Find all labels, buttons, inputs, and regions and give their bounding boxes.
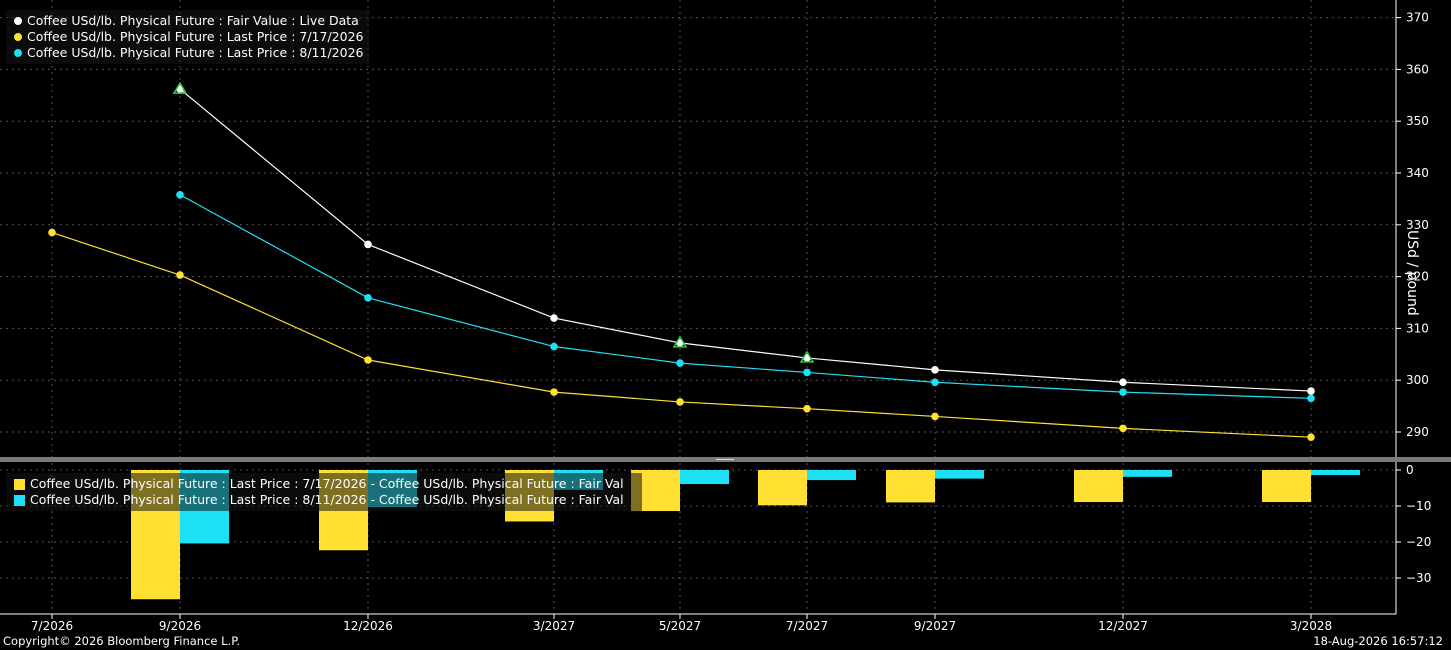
y-tick-label: 350 — [1406, 114, 1429, 128]
x-tick-label: 7/2027 — [786, 619, 828, 633]
legend-swatch — [14, 33, 22, 41]
series-line — [51, 232, 1312, 438]
data-point — [803, 404, 811, 413]
data-point — [364, 356, 372, 364]
data-point — [931, 378, 939, 387]
bar — [1262, 470, 1311, 503]
x-tick-label: 7/2026 — [31, 619, 73, 633]
x-tick-label: 3/2028 — [1290, 619, 1332, 633]
y-tick-label: 370 — [1406, 11, 1429, 25]
data-point — [550, 342, 558, 351]
y-tick-label: 330 — [1406, 218, 1429, 232]
bar — [1123, 470, 1172, 477]
bar — [680, 470, 729, 485]
data-point — [931, 412, 939, 421]
y-tick-label: −20 — [1406, 535, 1431, 549]
data-point — [48, 228, 56, 237]
x-tick-label: 9/2026 — [159, 619, 201, 633]
y-tick-label: 320 — [1406, 270, 1429, 284]
legend-label: Coffee USd/lb. Physical Future : Last Pr… — [27, 29, 364, 44]
y-tick-label: 300 — [1406, 373, 1429, 387]
data-point — [1119, 424, 1127, 433]
timestamp-text: 18-Aug-2026 16:57:12 — [1313, 634, 1443, 648]
data-point — [364, 294, 372, 302]
y-tick-label: 0 — [1406, 463, 1414, 477]
data-point — [1119, 388, 1127, 396]
legend-label: Coffee USd/lb. Physical Future : Fair Va… — [27, 13, 359, 28]
triangle-marker — [672, 335, 688, 348]
triangle-marker — [799, 350, 815, 363]
x-tick-label: 12/2026 — [343, 619, 393, 633]
y-tick-label: 310 — [1406, 321, 1429, 335]
legend-label: Coffee USd/lb. Physical Future : Last Pr… — [27, 45, 364, 60]
bar — [807, 470, 856, 481]
data-point — [176, 190, 184, 199]
x-tick-label: 12/2027 — [1098, 619, 1148, 633]
legend-item-diff-0811: Coffee USd/lb. Physical Future : Last Pr… — [14, 492, 642, 508]
data-point — [1119, 378, 1127, 387]
y-tick-label: 360 — [1406, 62, 1429, 76]
data-point — [1307, 433, 1315, 441]
legend-bottom: Coffee USd/lb. Physical Future : Last Pr… — [6, 473, 642, 511]
y-tick-label: −30 — [1406, 571, 1431, 585]
data-point — [364, 240, 372, 249]
y-tick-label: −10 — [1406, 499, 1431, 513]
data-point — [676, 359, 684, 367]
y-tick-label: 340 — [1406, 166, 1429, 180]
bar — [886, 470, 935, 503]
y-tick-label: 290 — [1406, 425, 1429, 439]
data-point — [176, 271, 184, 279]
legend-swatch — [14, 49, 22, 57]
triangle-marker — [172, 81, 188, 94]
data-point — [550, 314, 558, 322]
legend-item-fair-value: Coffee USd/lb. Physical Future : Fair Va… — [14, 13, 363, 29]
bar — [758, 470, 807, 506]
y-axis-label: USd / pound — [1404, 230, 1420, 316]
data-point — [550, 388, 558, 396]
data-point — [1307, 387, 1315, 395]
legend-swatch — [14, 494, 25, 506]
legend-top: Coffee USd/lb. Physical Future : Fair Va… — [6, 10, 370, 64]
x-tick-label: 3/2027 — [533, 619, 575, 633]
legend-label: Coffee USd/lb. Physical Future : Last Pr… — [30, 476, 624, 491]
copyright-text: Copyright© 2026 Bloomberg Finance L.P. — [3, 634, 240, 648]
legend-item-last-price-0717: Coffee USd/lb. Physical Future : Last Pr… — [14, 29, 363, 45]
bar — [935, 470, 984, 479]
data-point — [676, 398, 684, 406]
x-tick-label: 5/2027 — [659, 619, 701, 633]
data-point — [931, 366, 939, 374]
legend-swatch — [14, 17, 22, 25]
series-line — [179, 88, 1312, 392]
legend-item-last-price-0811: Coffee USd/lb. Physical Future : Last Pr… — [14, 45, 363, 61]
legend-swatch — [14, 478, 25, 490]
series-line — [179, 194, 1312, 399]
x-tick-label: 9/2027 — [914, 619, 956, 633]
data-point — [803, 368, 811, 377]
bar — [1311, 470, 1360, 476]
legend-item-diff-0717: Coffee USd/lb. Physical Future : Last Pr… — [14, 476, 642, 492]
data-point — [1307, 394, 1315, 403]
bar — [1074, 470, 1123, 503]
legend-label: Coffee USd/lb. Physical Future : Last Pr… — [30, 492, 624, 507]
